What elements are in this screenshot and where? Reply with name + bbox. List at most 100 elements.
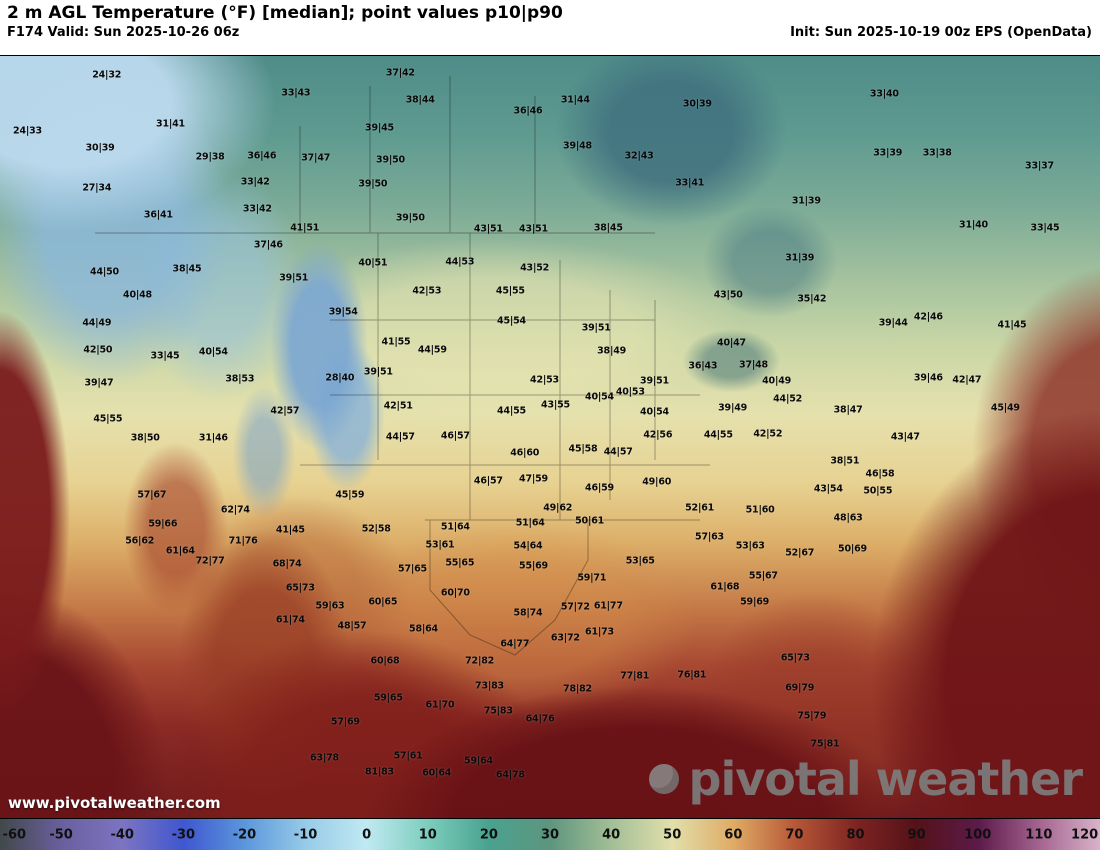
map-point: 44|55 — [497, 405, 526, 417]
map-point: 57|63 — [695, 531, 724, 543]
map-point: 40|54 — [640, 406, 669, 418]
map-point: 63|72 — [550, 632, 580, 644]
map-point: 30|39 — [682, 98, 712, 110]
map-point: 45|55 — [495, 285, 525, 297]
colorbar-tick: 40 — [602, 827, 621, 843]
map-point: 62|74 — [220, 504, 250, 516]
colorbar: -60 -50 -40 -30 -20 -10 0 10 20 30 40 50 60 70 80 90 100… — [0, 818, 1100, 850]
temperature-map: 24|32 33|43 37|42 38|44 31|44 30|39 33|40 24|33… — [0, 56, 1100, 818]
map-point: 37|46 — [253, 239, 283, 251]
map-point: 43|47 — [890, 431, 920, 443]
map-point: 45|49 — [990, 402, 1020, 414]
map-point: 44|55 — [703, 429, 733, 441]
colorbar-tick: 0 — [362, 827, 372, 843]
map-point: 33|40 — [869, 88, 899, 100]
map-point: 59|66 — [148, 518, 178, 530]
map-point: 57|67 — [137, 489, 167, 501]
map-point: 33|42 — [240, 176, 270, 188]
map-point: 78|82 — [563, 683, 592, 695]
map-point: 45|58 — [568, 443, 598, 455]
map-point: 40|54 — [585, 391, 614, 403]
map-point: 45|59 — [335, 489, 365, 501]
map-point: 42|52 — [753, 428, 783, 440]
map-point: 40|48 — [123, 289, 152, 301]
map-point: 36|41 — [143, 209, 173, 221]
map-point: 42|53 — [412, 285, 442, 297]
map-point: 42|56 — [643, 429, 673, 441]
map-point: 77|81 — [620, 670, 650, 682]
map-point: 43|54 — [813, 483, 843, 495]
colorbar-tick: 80 — [846, 827, 865, 843]
map-point: 61|74 — [275, 614, 305, 626]
map-point: 57|69 — [330, 716, 360, 728]
map-point: 43|51 — [519, 223, 548, 235]
map-point: 42|57 — [270, 405, 300, 417]
map-point: 52|67 — [785, 547, 815, 559]
map-point: 55|67 — [748, 570, 778, 582]
map-point: 40|53 — [615, 386, 645, 398]
map-point: 52|61 — [685, 502, 715, 514]
map-point: 52|58 — [361, 523, 391, 535]
map-point: 49|60 — [642, 476, 672, 488]
map-point: 24|32 — [92, 69, 122, 81]
map-point: 51|64 — [440, 521, 470, 533]
map-point: 33|41 — [675, 177, 705, 189]
map-point: 60|64 — [422, 767, 452, 779]
map-point: 40|47 — [717, 337, 746, 349]
map-point: 61|73 — [585, 626, 614, 638]
map-point: 48|63 — [833, 512, 863, 524]
map-point: 38|45 — [593, 222, 623, 234]
map-point: 51|64 — [515, 517, 545, 529]
colorbar-tick: -50 — [49, 827, 73, 843]
map-point: 44|57 — [385, 431, 415, 443]
map-point: 60|65 — [368, 596, 398, 608]
map-point: 39|45 — [365, 122, 394, 134]
map-point: 39|49 — [718, 402, 748, 414]
map-point: 57|61 — [393, 750, 423, 762]
colorbar-tick: 100 — [964, 827, 992, 843]
map-point: 31|41 — [156, 118, 185, 130]
map-point: 38|50 — [130, 432, 160, 444]
map-point: 43|50 — [713, 289, 743, 301]
colorbar-tick: 90 — [907, 827, 926, 843]
map-point: 50|69 — [838, 543, 867, 555]
map-point: 55|65 — [445, 557, 475, 569]
map-point: 33|45 — [1030, 222, 1060, 234]
map-point: 53|65 — [625, 555, 655, 567]
map-point: 59|65 — [373, 692, 403, 704]
state-borders — [95, 76, 710, 656]
map-point: 39|44 — [878, 317, 908, 329]
map-point: 44|59 — [417, 344, 447, 356]
map-point: 27|34 — [82, 182, 112, 194]
map-point: 75|83 — [483, 705, 513, 717]
map-point: 64|78 — [495, 769, 525, 781]
map-point: 39|51 — [279, 272, 309, 284]
map-point: 31|39 — [791, 195, 821, 207]
map-point: 43|51 — [473, 223, 503, 235]
valid-time-text: F174 Valid: Sun 2025-10-26 06z — [7, 25, 240, 40]
map-point: 36|46 — [247, 150, 277, 162]
map-point: 44|57 — [603, 446, 633, 458]
colorbar-tick: -60 — [2, 827, 27, 843]
map-point: 39|50 — [376, 154, 405, 166]
map-point: 42|50 — [83, 344, 113, 356]
map-point: 38|49 — [597, 345, 627, 357]
map-point: 44|53 — [445, 256, 475, 268]
map-point: 42|51 — [383, 400, 413, 412]
map-point: 75|79 — [797, 710, 827, 722]
colorbar-tick: 110 — [1025, 827, 1053, 843]
init-time-text: Init: Sun 2025-10-19 00z EPS (OpenData) — [790, 25, 1092, 40]
map-point: 46|58 — [865, 468, 895, 480]
map-point: 61|68 — [710, 581, 740, 593]
map-point: 35|42 — [797, 293, 827, 305]
map-point: 38|47 — [833, 404, 863, 416]
map-point: 31|46 — [198, 432, 228, 444]
watermark-text: www.pivotalweather.com — [8, 794, 221, 812]
colorbar-tick: 60 — [724, 827, 743, 843]
page-title: 2 m AGL Temperature (°F) [median]; point… — [7, 3, 563, 23]
map-point: 58|74 — [513, 607, 543, 619]
colorbar-tick: 10 — [418, 827, 437, 843]
map-point: 76|81 — [677, 669, 707, 681]
map-point: 41|51 — [290, 222, 320, 234]
map-point: 45|55 — [93, 413, 123, 425]
